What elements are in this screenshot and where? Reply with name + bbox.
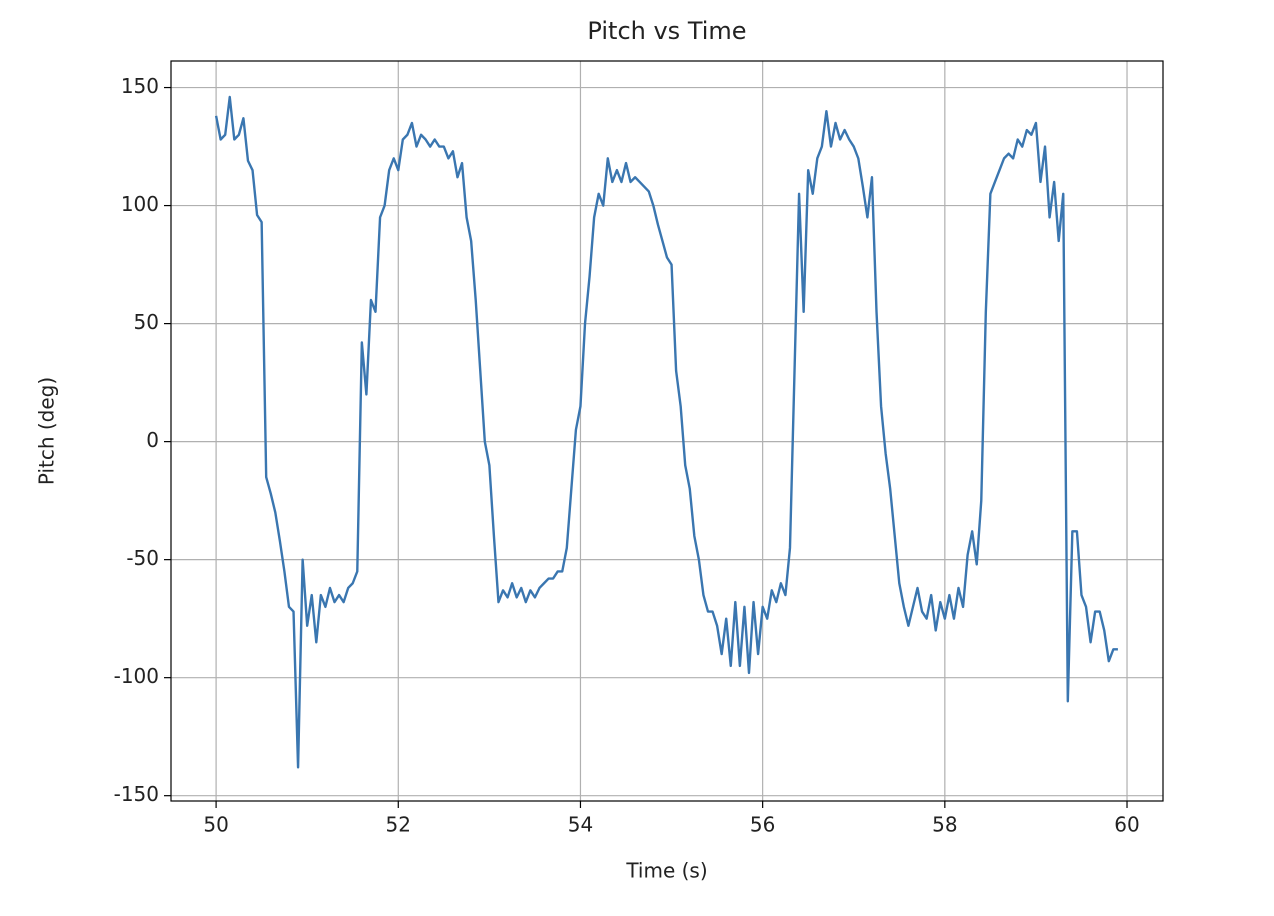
chart-title: Pitch vs Time	[587, 17, 746, 45]
x-tick-label: 56	[750, 813, 775, 837]
x-tick-label: 50	[203, 813, 228, 837]
y-tick-label: -50	[126, 546, 159, 570]
y-tick-label: 50	[134, 310, 159, 334]
y-tick-label: 150	[121, 74, 159, 98]
y-tick-label: 100	[121, 192, 159, 216]
x-tick-label: 52	[386, 813, 411, 837]
data-line	[214, 95, 1118, 769]
x-tick-label: 60	[1114, 813, 1139, 837]
y-axis-label: Pitch (deg)	[35, 377, 59, 485]
y-tick-label: -100	[114, 664, 159, 688]
x-axis-label: Time (s)	[625, 859, 707, 883]
x-tick-label: 54	[568, 813, 593, 837]
y-tick-label: 0	[146, 428, 159, 452]
plot-frame	[170, 60, 1164, 802]
y-tick-label: -150	[114, 782, 159, 806]
x-tick-label: 58	[932, 813, 957, 837]
